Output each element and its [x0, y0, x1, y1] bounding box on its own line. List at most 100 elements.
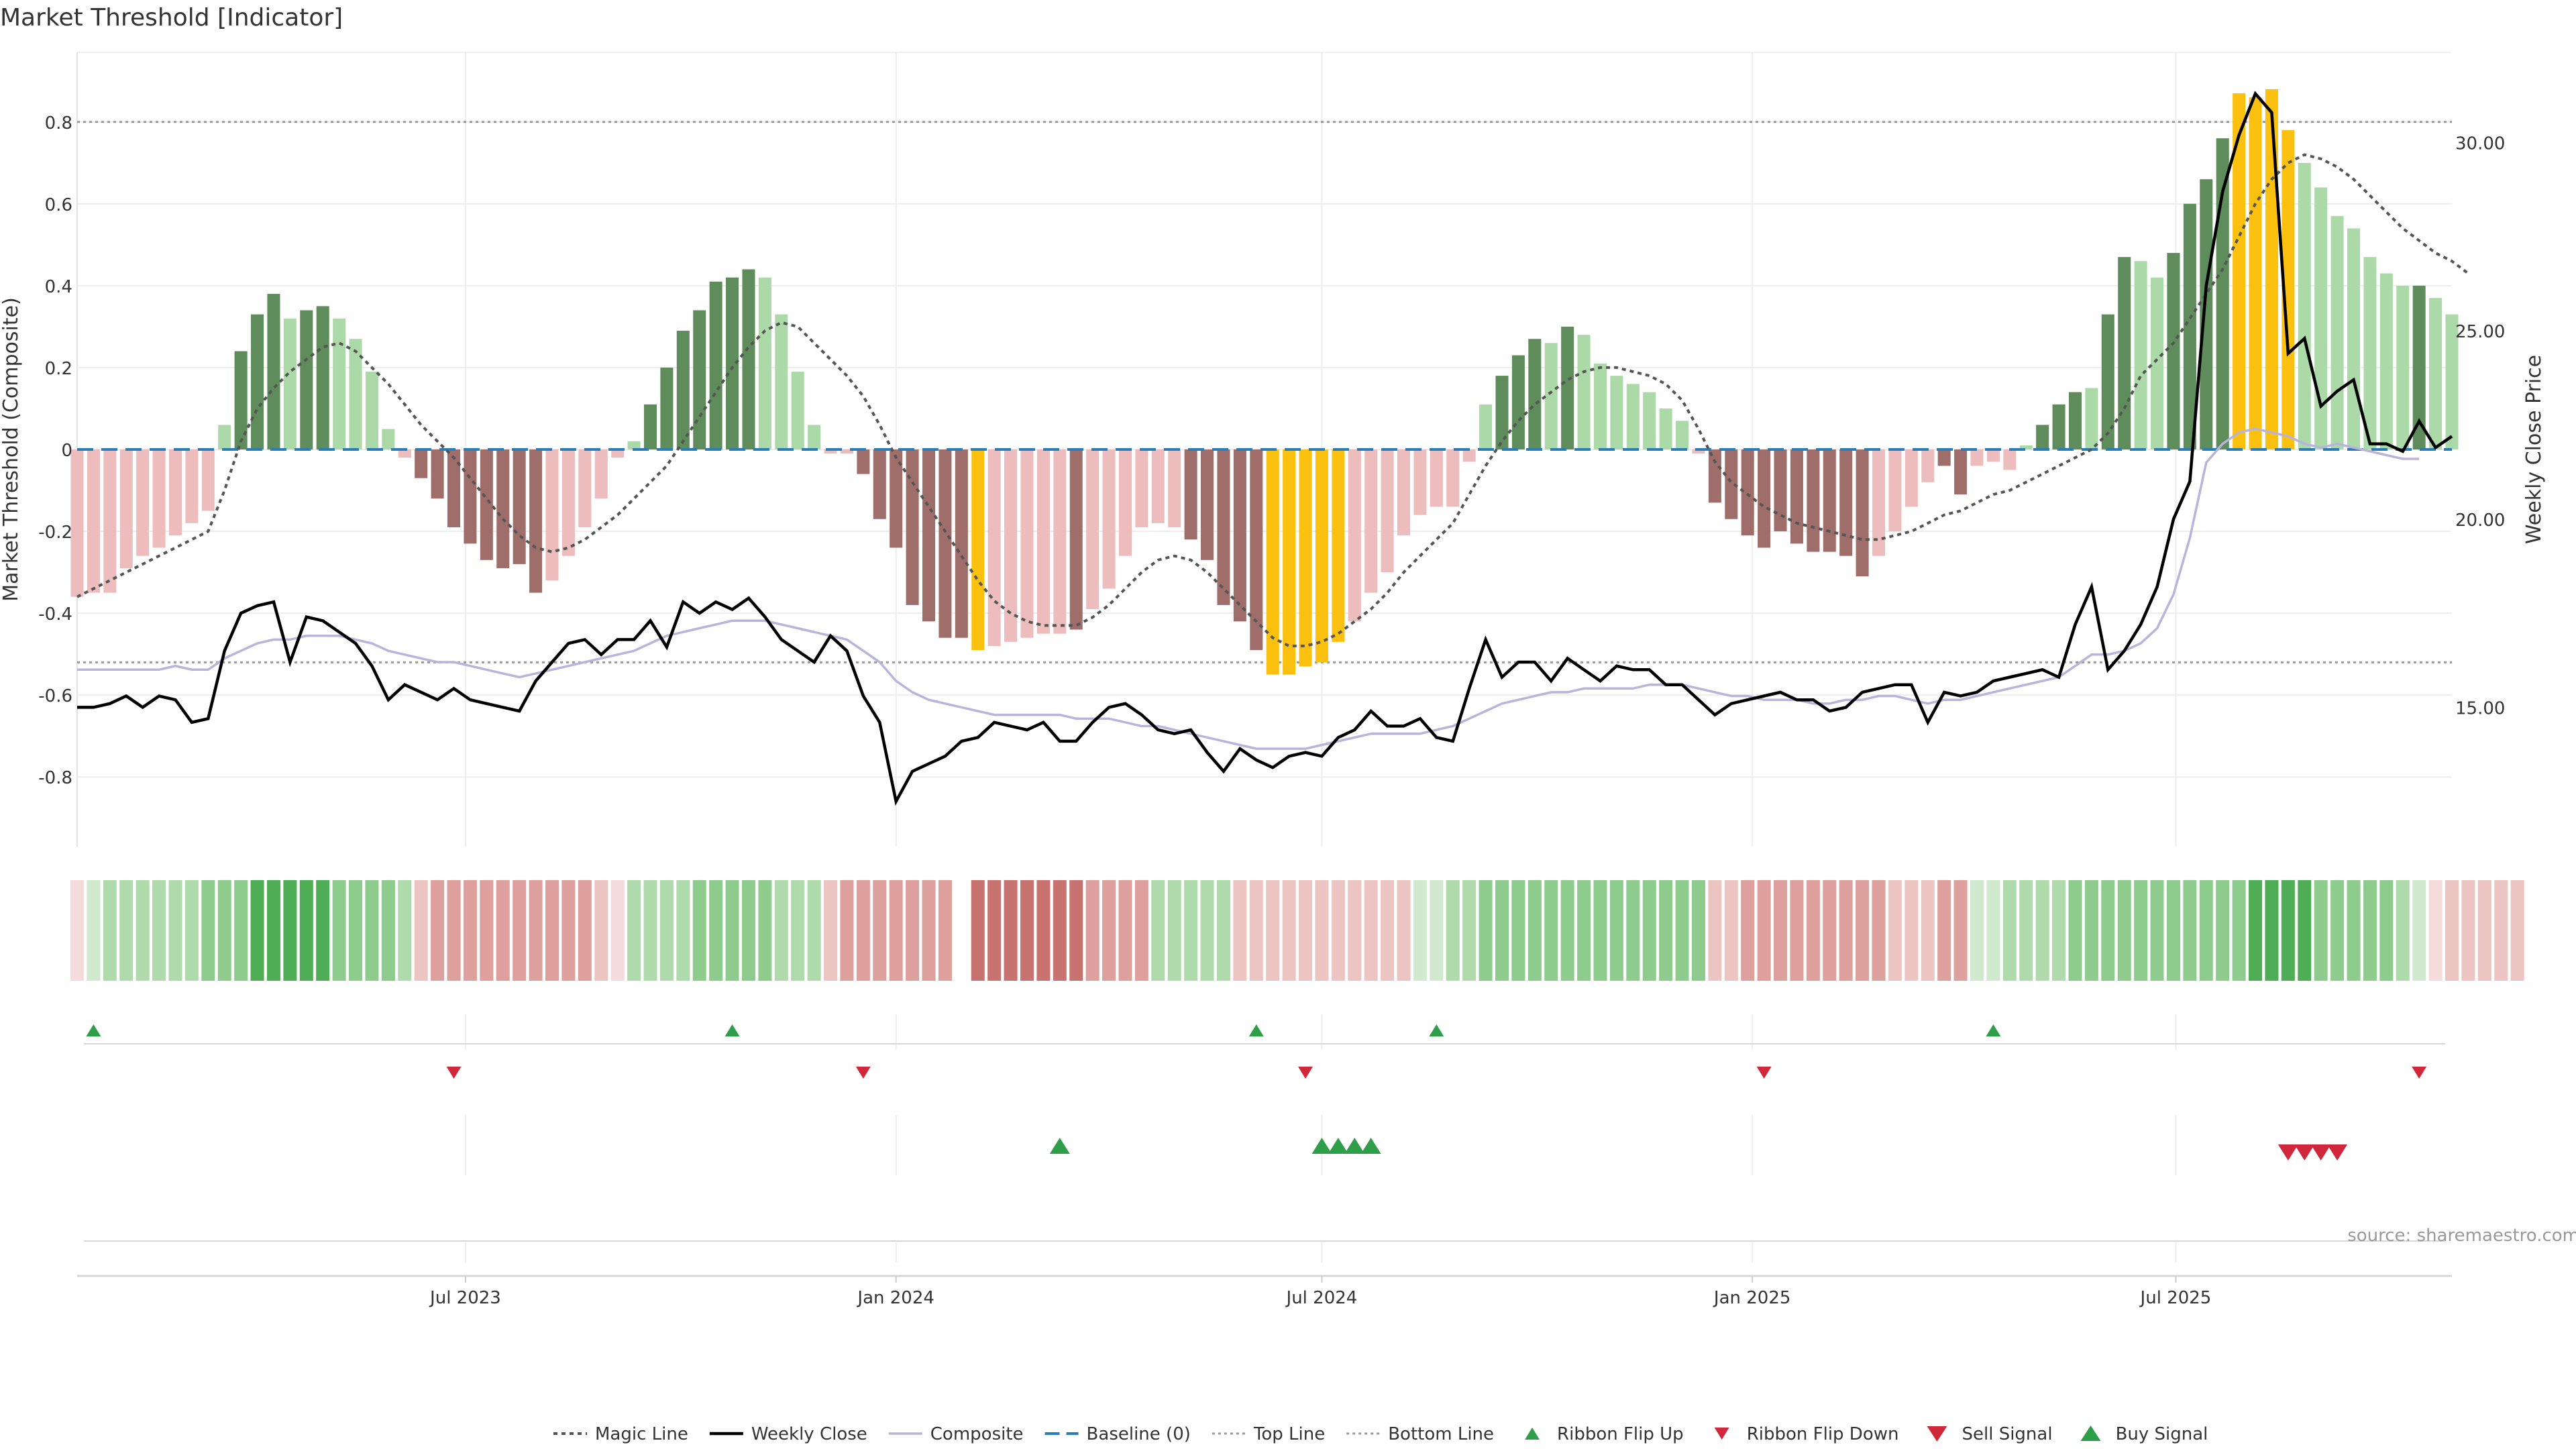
composite-bar [1659, 408, 1672, 449]
composite-bar [2036, 425, 2049, 449]
ribbon-cell [2232, 880, 2246, 981]
sell-signal-marker [2294, 1144, 2315, 1161]
composite-bar [890, 449, 903, 548]
ribbon-cell [1691, 880, 1705, 981]
ribbon-cell [2379, 880, 2394, 981]
y2-tick-label: 15.00 [2455, 698, 2505, 718]
composite-bar [2396, 285, 2410, 449]
composite-bar [578, 449, 592, 527]
composite-bar [840, 449, 853, 454]
composite-bar [971, 449, 985, 651]
ribbon-cell [332, 880, 346, 981]
ribbon-cell [659, 880, 674, 981]
weekly-close-line [77, 91, 2453, 806]
composite-bar [1970, 449, 1984, 466]
ribbon-cell [152, 880, 166, 981]
ribbon-cell [643, 880, 657, 981]
ribbon-cell [87, 880, 101, 981]
ribbon-cell [594, 880, 608, 981]
composite-bar [1774, 449, 1787, 532]
composite-bar [627, 441, 641, 449]
ribbon-cell [1953, 880, 1968, 981]
ribbon-cell [1560, 880, 1574, 981]
y-tick-label: -0.4 [38, 604, 72, 625]
composite-bar [168, 449, 182, 536]
composite-bar [152, 449, 166, 548]
composite-bar [2101, 314, 2114, 449]
composite-bar [2363, 257, 2377, 449]
ribbon-cell [136, 880, 150, 981]
ribbon-cell [2052, 880, 2066, 981]
composite-bar [1151, 449, 1165, 523]
composite-bar [316, 306, 329, 449]
composite-bar [2314, 187, 2328, 449]
ribbon-cell [2412, 880, 2426, 981]
composite-bar [643, 404, 657, 449]
composite-bar [1577, 335, 1591, 449]
ribbon-flip-up-marker [1248, 1024, 1264, 1036]
ribbon-flip-down-marker [1756, 1067, 1772, 1079]
ribbon-cell [856, 880, 870, 981]
ribbon-cell [398, 880, 412, 981]
y2-tick-label: 25.00 [2455, 322, 2505, 342]
ribbon-cell [1708, 880, 1722, 981]
composite-bar [1823, 449, 1836, 552]
composite-bar [185, 449, 199, 523]
ribbon-cell [1609, 880, 1623, 981]
composite-bar [349, 339, 362, 449]
ribbon-cell [545, 880, 559, 981]
ribbon-cell [1216, 880, 1230, 981]
composite-bar [103, 449, 117, 593]
composite-bar [415, 449, 428, 478]
composite-bar [2330, 216, 2344, 449]
ribbon-cell [1085, 880, 1099, 981]
ribbon-flip-up-marker [1986, 1024, 2001, 1036]
ribbon-cell [1479, 880, 1493, 981]
ribbon-cell [971, 880, 985, 981]
composite-bar [1790, 449, 1803, 544]
ribbon-cell [1364, 880, 1378, 981]
composite-bar [2249, 97, 2262, 449]
ribbon-cell [2445, 880, 2459, 981]
composite-bar [2282, 129, 2295, 450]
composite-bar [1381, 449, 1394, 573]
composite-bar [561, 449, 575, 556]
composite-bar [496, 449, 510, 568]
composite-bar [2134, 261, 2147, 449]
ribbon-cell [2002, 880, 2017, 981]
composite-bar [464, 449, 477, 544]
ribbon-cell [807, 880, 821, 981]
composite-bar [1708, 449, 1721, 503]
ribbon-cell [578, 880, 592, 981]
ribbon-cell [1511, 880, 1525, 981]
ribbon-cell [1872, 880, 1886, 981]
composite-bar [2265, 89, 2278, 449]
ribbon-cell [70, 880, 85, 981]
ribbon-cell [2249, 880, 2263, 981]
y-axis-ticks: 0.8 0.6 0.4 0.2 0 -0.2 -0.4 -0.6 -0.8 [38, 113, 72, 788]
ribbon-cell [2396, 880, 2410, 981]
composite-bar [2167, 253, 2180, 449]
y-axis-label: Market Threshold (Composite) [0, 297, 23, 602]
ribbon-cell [463, 880, 477, 981]
composite-bar [1839, 449, 1853, 556]
composite-bar [283, 318, 297, 449]
ribbon-cell [791, 880, 805, 981]
composite-bar [1004, 449, 1018, 642]
composite-bar [709, 281, 722, 449]
legend: Magic Line Weekly Close Composite Baseline … [553, 1424, 2208, 1444]
x-tick-label: Jan 2024 [856, 1288, 934, 1308]
composite-bar [1446, 449, 1460, 507]
ribbon-cell [1381, 880, 1395, 981]
ribbon-cell [1036, 880, 1051, 981]
ribbon-cell [1527, 880, 1542, 981]
ribbon-cell [741, 880, 755, 981]
ribbon-cell [709, 880, 723, 981]
composite-bar [726, 277, 739, 449]
composite-bar [1430, 449, 1443, 507]
y-tick-label: -0.6 [38, 686, 72, 706]
y-tick-label: 0.8 [45, 113, 72, 133]
composite-bar [234, 351, 248, 449]
ribbon-cell [234, 880, 248, 981]
ribbon-cell [938, 880, 952, 981]
